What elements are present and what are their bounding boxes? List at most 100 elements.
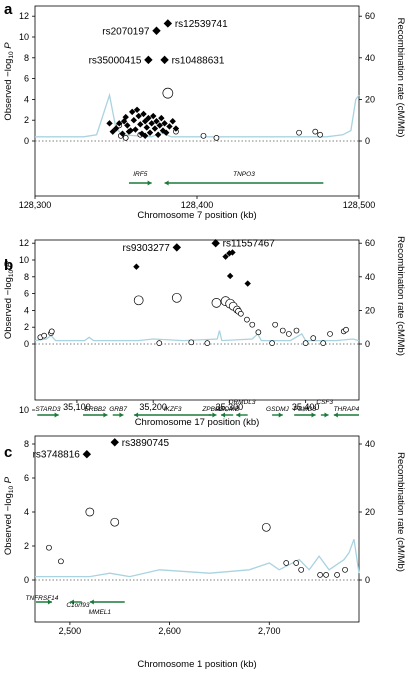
snp-circle [188, 339, 195, 346]
snp-label: rs10488631 [172, 55, 225, 66]
snp-diamond [119, 130, 126, 137]
snp-circle [296, 129, 302, 136]
snp-circle [162, 87, 174, 99]
snp-diamond [132, 126, 139, 133]
snp-circle [41, 332, 47, 339]
x-tick-label: 2,500 [59, 626, 82, 636]
y2-tick-label: 20 [365, 305, 375, 315]
x-axis-label: Chromosome 7 position (kb) [137, 210, 256, 221]
snp-diamond [133, 263, 140, 270]
snp-diamond [153, 118, 160, 125]
snp-circle [110, 517, 120, 527]
snp-diamond [135, 112, 142, 120]
snp-circle [272, 321, 278, 328]
x-tick-label: 2,600 [158, 626, 181, 636]
snp-diamond [127, 127, 134, 134]
x-axis-label: Chromosome 17 position (kb) [135, 417, 260, 428]
snp-circle [255, 329, 262, 336]
y-tick-label: 2 [24, 541, 29, 551]
y-tick-label: 12 [19, 238, 29, 248]
y2-tick-label: 40 [365, 53, 375, 63]
x-tick-label: 128,400 [181, 200, 214, 210]
y2-axis-label: Recombination rate (cM/Mb) [395, 236, 406, 356]
gene-arrowhead [164, 180, 169, 186]
x-tick-label: 128,300 [19, 200, 52, 210]
y-axis-label: Observed −log10 P [3, 476, 15, 555]
y-tick-label: 8 [24, 439, 29, 449]
snp-circle [200, 132, 207, 139]
snp-label: rs3890745 [122, 438, 170, 449]
snp-circle [320, 340, 327, 347]
plot-frame [34, 5, 360, 197]
recombination-rate-line [34, 330, 360, 342]
y-tick-label: 4 [24, 507, 29, 517]
snp-diamond [154, 131, 162, 138]
y-tick-label: 0 [24, 575, 29, 585]
y2-tick-label: 40 [365, 439, 375, 449]
snp-diamond [156, 122, 163, 129]
snp-diamond [141, 118, 149, 125]
snp-label: rs9303277 [123, 243, 171, 254]
panel-letter-c: c [4, 444, 12, 461]
y2-tick-label: 60 [365, 11, 375, 21]
y2-tick-label: 60 [365, 238, 375, 248]
labeled-snp-diamond [172, 243, 181, 252]
snp-diamond [163, 129, 170, 136]
plot-frame [34, 435, 360, 623]
snp-circle [293, 560, 300, 566]
gene-label: THRAP4 [334, 406, 360, 413]
y-axis-label: Observed −log10 P [3, 260, 15, 339]
snp-diamond [151, 125, 159, 132]
snp-label: rs2070197 [102, 26, 150, 37]
snp-circle [171, 292, 182, 303]
y-tick-label: 2 [24, 115, 29, 125]
snp-circle [244, 316, 250, 323]
gene-label: GRB7 [109, 406, 127, 413]
snp-diamond [226, 272, 234, 280]
y2-axis-label: Recombination rate (cM/Mb) [395, 18, 406, 138]
snp-circle [298, 566, 305, 573]
snp-circle [261, 522, 271, 532]
y-tick-label: 2 [24, 322, 29, 332]
gene-arrowhead [47, 599, 52, 605]
snp-circle [286, 331, 292, 337]
snp-circle [334, 572, 340, 578]
snp-circle [58, 558, 64, 565]
snp-diamond [146, 129, 154, 136]
snp-circle [48, 328, 55, 335]
panel-b: b 0 2 4 6 8 10 12 0 20 40 60 35,100 35,200 35,300 35,40… [3, 236, 406, 428]
y-tick-label: 4 [24, 94, 29, 104]
y-tick-label: 6 [24, 289, 29, 299]
snp-circle [293, 327, 300, 334]
labeled-snp-diamond [82, 450, 92, 459]
snp-label: rs3748816 [33, 450, 81, 461]
gene-label: STARD3 [35, 406, 61, 413]
snp-diamond [106, 120, 113, 127]
y-tick-label: 10 [19, 32, 29, 42]
snp-diamond [166, 123, 173, 130]
gene-label: IRF5 [133, 171, 147, 178]
snp-circle [312, 128, 319, 135]
x-tick-label: 35,300 [216, 402, 244, 412]
recombination-rate-line [35, 538, 360, 578]
snp-diamond [133, 106, 141, 113]
snp-circle [204, 340, 211, 347]
gene-label: ERBB2 [85, 406, 107, 413]
x-tick-label: 35,100 [63, 402, 91, 412]
labeled-snp-diamond [160, 55, 169, 65]
labeled-snp-diamond [163, 19, 173, 28]
gene-arrowhead [333, 412, 338, 418]
y2-tick-label: 20 [365, 94, 375, 104]
labeled-snp-diamond [211, 239, 220, 248]
snp-diamond [222, 253, 229, 260]
snp-label: rs12539741 [175, 19, 228, 30]
snp-diamond [130, 117, 138, 124]
y-tick-label: 6 [24, 473, 29, 483]
gene-arrowhead [69, 599, 74, 605]
gene-arrowhead [147, 180, 152, 186]
snp-diamond [145, 114, 152, 122]
x-tick-label: 128,500 [343, 200, 376, 210]
gene-arrowhead [134, 412, 139, 418]
gene-label: ORMDL3 [228, 399, 255, 406]
labeled-snp-diamond [152, 26, 161, 35]
